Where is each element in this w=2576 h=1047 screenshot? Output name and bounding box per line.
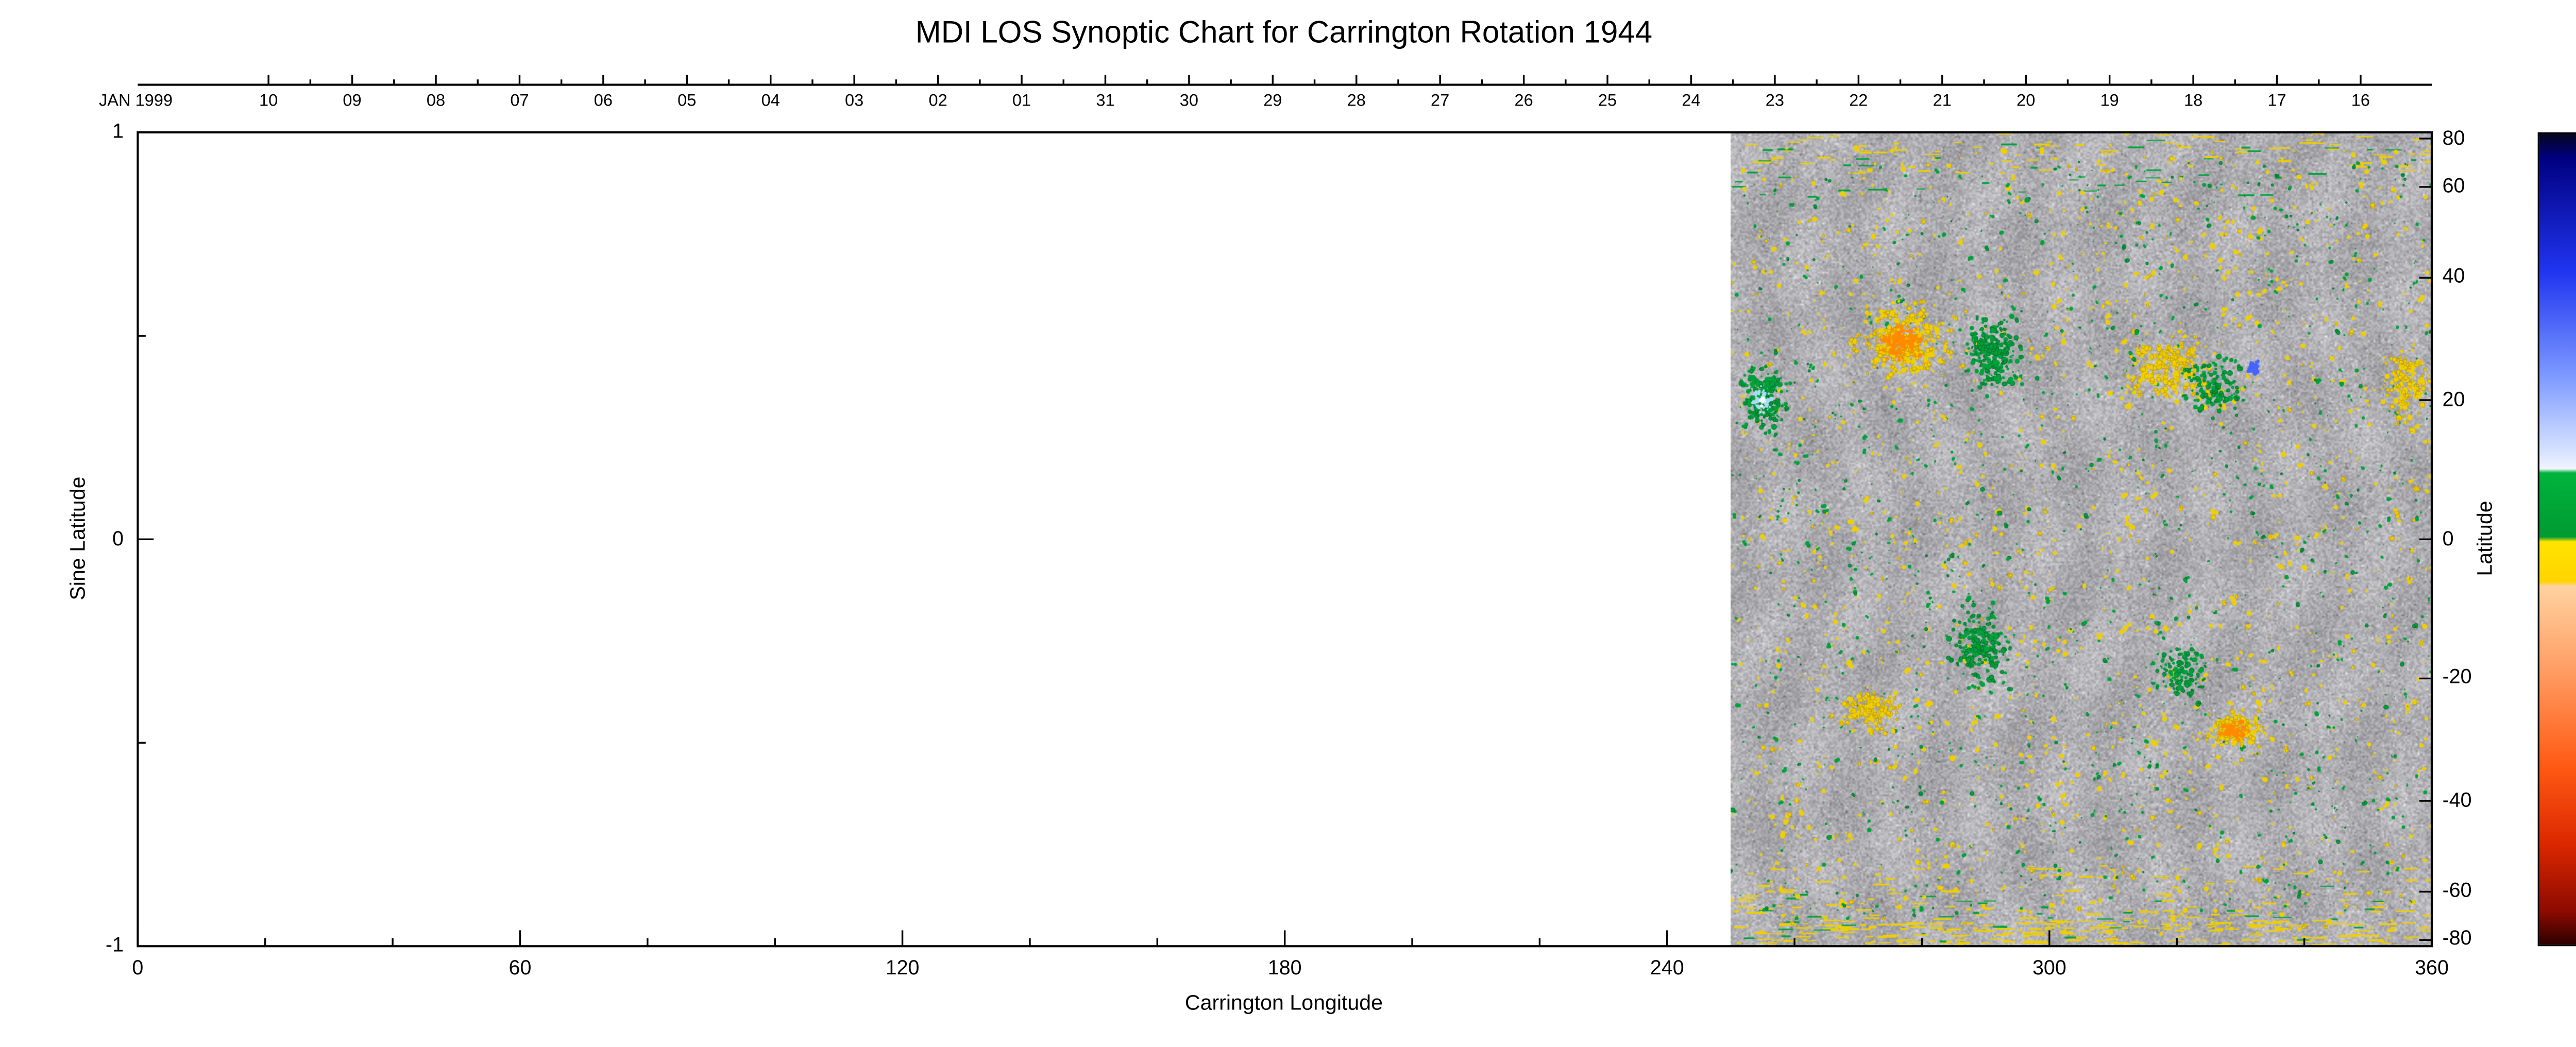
x-tick-label: 360 [2415,958,2449,980]
date-tick-label: 24 [1682,92,1701,111]
y-axis-label-right: Latitude [2472,501,2497,576]
x-tick-label: 180 [1267,958,1302,980]
y-right-tick-label: -80 [2442,929,2472,951]
date-tick-label: 04 [761,92,780,111]
y-left-tick-label: -1 [105,935,124,957]
date-tick-label: 28 [1347,92,1366,111]
y-left-tick-label: 0 [112,528,124,550]
date-tick-label: 05 [677,92,697,111]
x-tick-label: 0 [132,958,144,980]
date-tick-label: 01 [1012,92,1031,111]
date-tick-label: 03 [845,92,864,111]
date-tick-label: 06 [594,92,613,111]
y-right-tick-label: 40 [2442,267,2465,288]
date-tick-label: 25 [1598,92,1617,111]
date-tick-label: 07 [510,92,529,111]
date-tick-label: 26 [1514,92,1533,111]
y-right-tick-label: 80 [2442,128,2465,149]
colorbar [2537,132,2576,947]
x-axis-label: Carrington Longitude [1184,990,1383,1015]
date-tick-label: 27 [1431,92,1450,111]
y-right-tick-label: -20 [2442,667,2472,689]
x-tick-label: 240 [1650,958,1684,980]
date-tick-label: 16 [2351,92,2370,111]
date-tick-label: 22 [1849,92,1868,111]
y-right-tick-label: 0 [2442,528,2454,550]
x-tick-label: 300 [2032,958,2066,980]
date-tick-label: 02 [928,92,947,111]
date-tick-label: 21 [1933,92,1952,111]
y-right-tick-label: -60 [2442,881,2472,902]
chart-title: MDI LOS Synoptic Chart for Carrington Ro… [915,14,1653,49]
y-right-tick-label: 20 [2442,389,2465,411]
x-tick-label: 60 [509,958,532,980]
date-tick-label: 08 [426,92,446,111]
x-tick-label: 120 [885,958,920,980]
date-tick-label: 31 [1096,92,1115,111]
date-tick-label: 23 [1765,92,1785,111]
date-tick-label: 20 [2016,92,2036,111]
date-tick-label: 09 [343,92,362,111]
y-axis-label-left: Sine Latitude [65,476,90,600]
date-tick-label: 10 [259,92,278,111]
y-left-tick-label: 1 [112,122,124,143]
date-tick-label: 19 [2100,92,2119,111]
date-tick-label: 18 [2183,92,2203,111]
y-right-tick-label: -40 [2442,790,2472,812]
top-axis-era-label: JAN 1999 [98,92,173,111]
date-tick-label: 30 [1179,92,1199,111]
magnetogram-image [1731,132,2432,947]
date-tick-label: 29 [1263,92,1282,111]
date-tick-label: 17 [2267,92,2286,111]
y-right-tick-label: 60 [2442,176,2465,198]
